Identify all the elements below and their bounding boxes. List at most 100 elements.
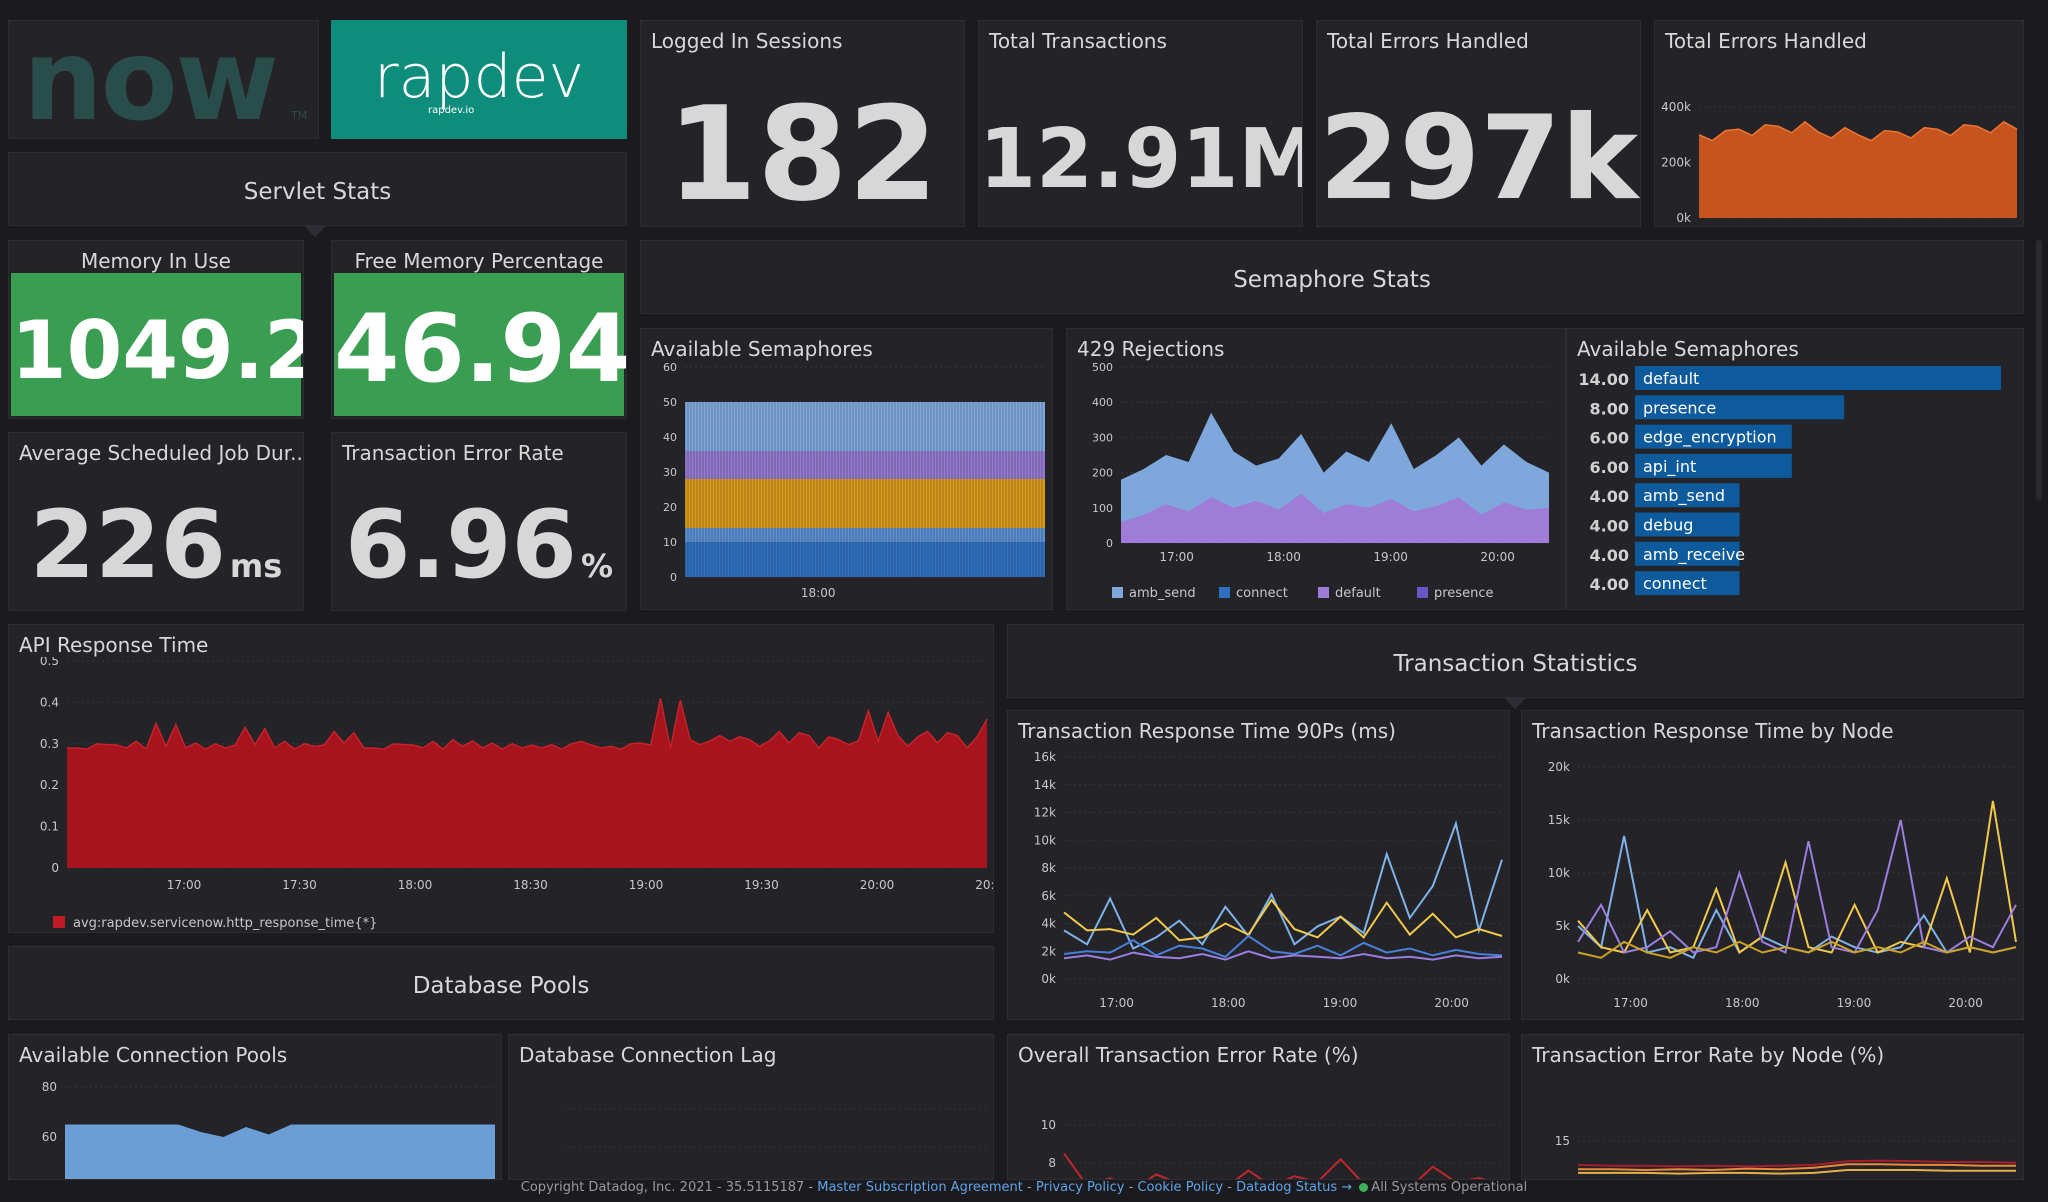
x-tick-label: 20:00 (1434, 996, 1469, 1010)
footer: Copyright Datadog, Inc. 2021 - 35.511518… (0, 1180, 2048, 1202)
widget-title: Available Semaphores (651, 337, 873, 361)
y-tick-label: 8k (1041, 861, 1056, 875)
errors-line (1698, 120, 2018, 142)
y-tick-label: 15 (1555, 1134, 1570, 1148)
y-tick-label: 60 (42, 1130, 57, 1144)
widget-429-rejections[interactable]: 429 Rejections 500 400 300 200 100 0 17:00 18:0… (1066, 328, 1566, 610)
widget-api-response-time[interactable]: API Response Time 0.5 0.4 0.3 0.2 0.1 0 17:00 1… (8, 624, 994, 933)
widget-available-semaphores[interactable]: Available Semaphores 60 50 40 30 20 10 0 18:00 (640, 328, 1053, 610)
x-tick-label: 18:30 (513, 878, 548, 892)
toplist-label: amb_receive (1643, 545, 1745, 565)
job-duration-number: 226 ms (9, 499, 303, 593)
toplist-bar-default (1635, 366, 2001, 390)
y-tick-label: 0 (670, 571, 677, 584)
widget-title: Total Errors Handled (1665, 29, 1867, 53)
y-tick-label: 20k (1548, 760, 1570, 774)
now-logo-tm: TM (291, 109, 308, 122)
footer-sep: - (1022, 1180, 1036, 1195)
widget-tx-90p[interactable]: Transaction Response Time 90Ps (ms) 16k 1… (1007, 710, 1510, 1020)
toplist-label: edge_encryption (1643, 428, 1777, 448)
x-tick-label: 17:00 (1159, 550, 1194, 564)
widget-title: Transaction Error Rate by Node (%) (1532, 1043, 1885, 1067)
y-tick-label: 12k (1034, 806, 1056, 820)
widget-title: Transaction Response Time 90Ps (ms) (1018, 719, 1396, 743)
x-tick-label: 17:30 (282, 878, 317, 892)
widget-title: Logged In Sessions (651, 29, 843, 53)
widget-title: Total Transactions (989, 29, 1167, 53)
widget-overall-error-rate[interactable]: Overall Transaction Error Rate (%) 1086 (1007, 1034, 1510, 1180)
x-tick-label: 17:00 (167, 878, 202, 892)
y-tick-label: 0 (51, 861, 59, 875)
tx-error-rate-value: 6.96 (345, 491, 577, 600)
legend-swatch (53, 916, 65, 928)
widget-memory-in-use[interactable]: Memory In Use 1049.27 (8, 240, 304, 419)
widget-logged-in-sessions[interactable]: Logged In Sessions 182 (640, 20, 965, 227)
errors-timeseries-chart: 400k200k0k18:00 (1661, 100, 2018, 223)
y-tick-label: 0.1 (40, 820, 59, 834)
legend-label: amb_send (1129, 586, 1196, 601)
series-line-3 (1063, 950, 1503, 961)
footer-link-status[interactable]: Datadog Status → (1236, 1180, 1353, 1195)
x-tick-label: 18:00 (1266, 550, 1301, 564)
footer-link-cookie[interactable]: Cookie Policy (1137, 1180, 1224, 1195)
toplist-value: 4.00 (1590, 546, 1629, 565)
errors-area (1699, 121, 2017, 218)
semaphore-stats-header: Semaphore Stats (640, 240, 2024, 314)
series-line-1 (1063, 898, 1503, 942)
series-line-2 (1063, 934, 1503, 958)
legend-swatch (1112, 587, 1123, 598)
footer-status: All Systems Operational (1371, 1180, 1528, 1195)
x-tick-label: 20:00 (860, 878, 895, 892)
y-tick-label: 10 (663, 536, 677, 549)
widget-connection-lag[interactable]: Database Connection Lag (508, 1034, 994, 1180)
toplist-value: 14.00 (1578, 370, 1629, 389)
transaction-stats-label: Transaction Statistics (1393, 651, 1638, 677)
toplist-bar-connect (1635, 571, 1740, 596)
y-tick-label: 30 (663, 466, 677, 479)
job-duration-unit: ms (229, 547, 283, 585)
y-tick-label: 0.4 (40, 695, 59, 709)
widget-connection-pools[interactable]: Available Connection Pools 806040 (8, 1034, 502, 1180)
x-tick-label: 20:00 (1948, 996, 1983, 1010)
widget-job-duration[interactable]: Average Scheduled Job Dur... 226 ms (8, 432, 304, 611)
toplist-bar-edge_encryption (1635, 424, 1792, 449)
legend-swatch (1318, 587, 1329, 598)
widget-tx-by-node[interactable]: Transaction Response Time by Node 20k 15k… (1521, 710, 2024, 1020)
y-tick-label: 5k (1555, 919, 1570, 933)
x-tick-label: 20:00 (1480, 550, 1515, 564)
widget-tx-error-rate[interactable]: Transaction Error Rate 6.96% (331, 432, 627, 611)
toplist-label: debug (1643, 516, 1693, 535)
y-tick-label: 300 (1092, 431, 1113, 444)
rapdev-logo-text: rapdev (373, 42, 585, 112)
widget-error-rate-by-node[interactable]: Transaction Error Rate by Node (%) 1510 (1521, 1034, 2024, 1180)
y-tick-label: 14k (1034, 778, 1056, 792)
x-tick-label: 18:00 (801, 586, 836, 600)
toplist-bar-amb_send (1635, 483, 1740, 508)
servlet-header-caret (303, 225, 327, 237)
widget-total-transactions[interactable]: Total Transactions 12.91M (978, 20, 1303, 227)
footer-link-privacy[interactable]: Privacy Policy (1035, 1180, 1125, 1195)
toplist-label: default (1643, 369, 1699, 388)
footer-link-msa[interactable]: Master Subscription Agreement (817, 1180, 1023, 1195)
api-response-chart: 0.5 0.4 0.3 0.2 0.1 0 17:00 17:30 18:00 18:30 19:0… (40, 657, 993, 931)
y-tick-label: 0k (1676, 211, 1691, 223)
y-tick-label: 0.3 (40, 737, 59, 751)
widget-free-memory[interactable]: Free Memory Percentage 46.94% (331, 240, 627, 419)
connection-lag-chart (564, 1108, 987, 1148)
series-line-2 (1578, 1169, 2016, 1175)
footer-copyright: Copyright Datadog, Inc. 2021 - 35.511518… (520, 1180, 818, 1195)
widget-total-errors[interactable]: Total Errors Handled 297k (1316, 20, 1641, 227)
toplist-value: 4.00 (1590, 575, 1629, 594)
now-logo-text: now (23, 20, 279, 139)
widget-title: Free Memory Percentage (354, 249, 604, 273)
footer-sep: - (1124, 1180, 1138, 1195)
memory-value: 1049.27 (11, 304, 303, 397)
overall-error-chart: 1086 (1041, 1118, 1502, 1179)
x-tick-label: 18:00 (1725, 996, 1760, 1010)
scrollbar-track[interactable] (2036, 240, 2042, 500)
series-line-0 (1063, 1152, 1487, 1179)
widget-available-semaphores-list[interactable]: Available Semaphores 14.00 default 8.00 pre… (1566, 328, 2024, 610)
widget-errors-chart[interactable]: Total Errors Handled 400k200k0k18:00 (1654, 20, 2024, 227)
toplist-value: 4.00 (1590, 517, 1629, 536)
api-area (67, 698, 987, 868)
